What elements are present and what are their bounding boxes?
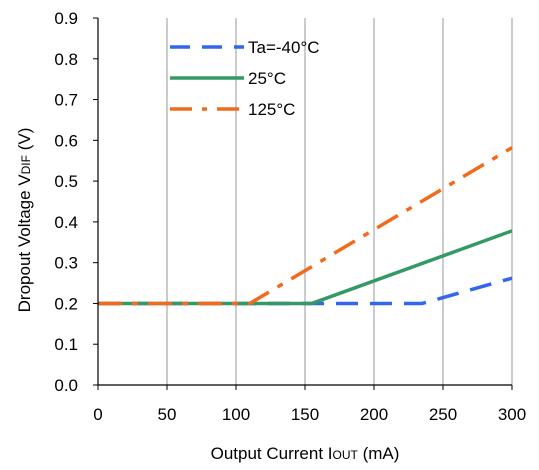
x-tick-label: 200	[360, 405, 388, 424]
legend: Ta=-40°C 25°C 125°C	[170, 38, 320, 119]
legend-label: 125°C	[248, 100, 295, 119]
legend-label: Ta=-40°C	[248, 38, 320, 57]
grid-lines	[166, 18, 513, 385]
y-tick-label: 0.4	[54, 213, 78, 232]
x-tick-label: 50	[158, 405, 177, 424]
x-tick-label: 300	[498, 405, 526, 424]
x-tick-label: 150	[291, 405, 319, 424]
y-tick-label: 0.7	[54, 91, 78, 110]
series-line	[98, 146, 513, 306]
x-tick-label: 100	[222, 405, 250, 424]
y-tick-label: 0.3	[54, 254, 78, 273]
y-tick-label: 0.6	[54, 131, 78, 150]
y-tick-label: 0.1	[54, 335, 78, 354]
y-tick-label: 0.5	[54, 172, 78, 191]
series-lines	[98, 146, 513, 306]
x-tick-label: 0	[93, 405, 102, 424]
x-tick-label: 250	[429, 405, 457, 424]
ticks: 0.0 0.1 0.2 0.3 0.4 0.5 0.6 0.7 0.8 0.9 0 50 100 150 2…	[54, 9, 526, 424]
x-axis-title: Output Current IOUT (mA)	[211, 444, 400, 463]
legend-label: 25°C	[248, 69, 286, 88]
y-tick-label: 0.8	[54, 50, 78, 69]
y-tick-label: 0.2	[54, 294, 78, 313]
y-tick-label: 0.9	[54, 9, 78, 28]
y-tick-label: 0.0	[54, 376, 78, 395]
y-axis-title: Dropout Voltage VDIF (V)	[15, 128, 34, 313]
